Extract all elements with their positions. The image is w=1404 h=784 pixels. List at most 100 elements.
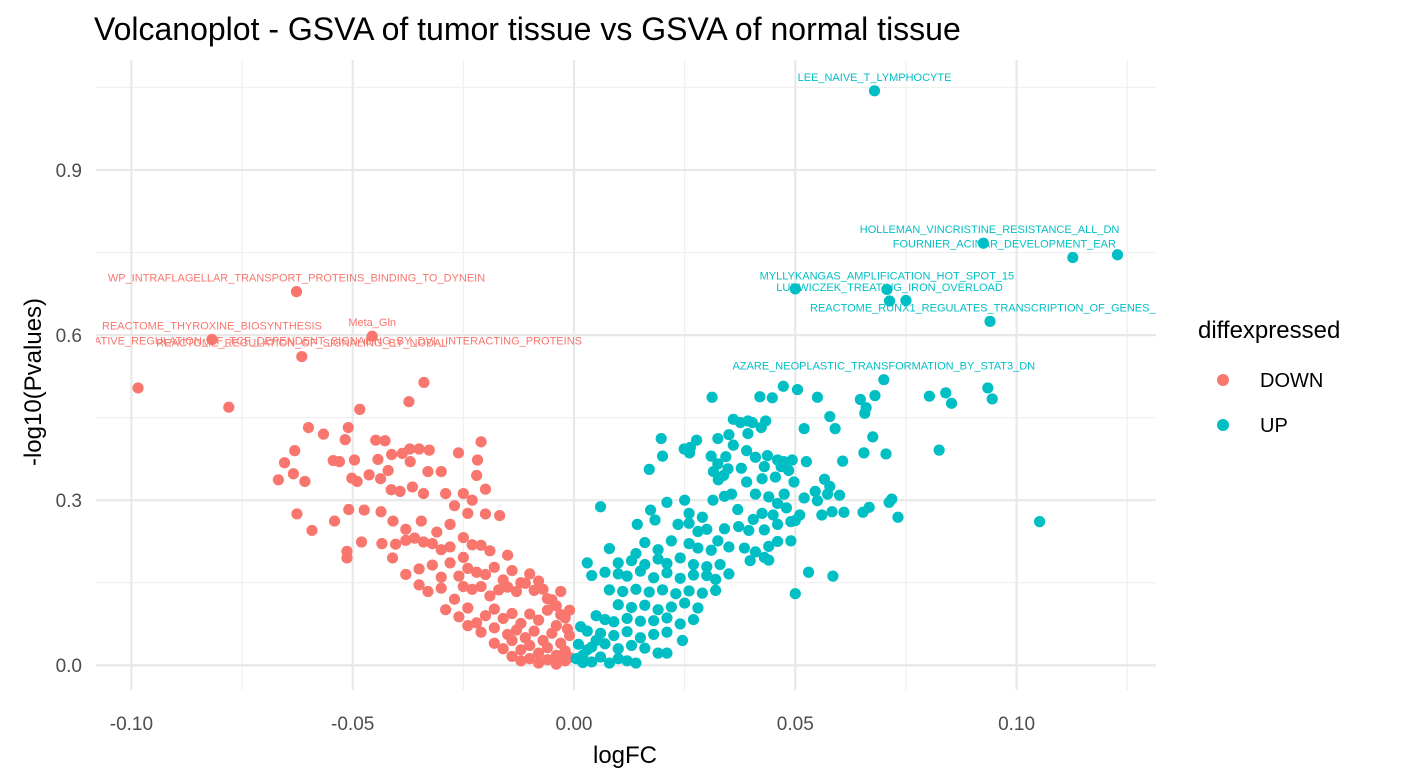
data-point bbox=[466, 494, 478, 506]
data-point bbox=[563, 604, 576, 616]
data-point bbox=[457, 531, 469, 544]
data-point bbox=[394, 485, 406, 497]
data-point bbox=[858, 447, 870, 459]
data-point bbox=[977, 237, 989, 249]
data-point bbox=[370, 434, 382, 446]
data-point bbox=[339, 434, 351, 446]
data-point bbox=[758, 524, 770, 536]
data-point bbox=[524, 608, 536, 620]
data-point bbox=[710, 584, 722, 597]
data-point bbox=[824, 410, 836, 423]
data-point bbox=[833, 489, 846, 501]
data-point bbox=[723, 541, 735, 553]
data-point bbox=[387, 515, 399, 527]
point-annotation: ATIVE_REGULATION_OF_TCF_DEPENDENT_SIGNAL… bbox=[94, 336, 582, 348]
data-point bbox=[524, 653, 536, 665]
data-point bbox=[788, 476, 800, 488]
data-point bbox=[366, 330, 378, 342]
data-point bbox=[656, 584, 669, 596]
data-point bbox=[484, 590, 496, 602]
data-point bbox=[453, 570, 465, 582]
data-point bbox=[435, 465, 447, 478]
data-point bbox=[621, 612, 633, 625]
data-point bbox=[883, 295, 896, 307]
data-point bbox=[696, 511, 708, 523]
data-point bbox=[440, 604, 452, 616]
data-point bbox=[599, 613, 611, 626]
data-point bbox=[363, 469, 375, 481]
data-point bbox=[881, 283, 893, 296]
data-point bbox=[466, 539, 478, 551]
data-point bbox=[524, 568, 536, 580]
data-point bbox=[343, 503, 355, 516]
data-point bbox=[777, 380, 789, 392]
x-tick-label: 0.05 bbox=[777, 714, 814, 735]
data-point bbox=[733, 520, 745, 533]
data-point bbox=[738, 542, 750, 554]
data-point bbox=[479, 610, 492, 622]
data-point bbox=[448, 593, 461, 605]
data-point bbox=[1033, 516, 1046, 528]
data-point bbox=[789, 283, 801, 295]
data-point bbox=[479, 508, 492, 520]
data-point bbox=[854, 393, 866, 406]
data-point bbox=[541, 654, 554, 666]
data-point bbox=[741, 445, 753, 457]
data-point bbox=[497, 574, 509, 586]
data-point bbox=[837, 455, 849, 467]
data-point bbox=[717, 469, 730, 482]
data-point bbox=[683, 538, 695, 550]
data-point bbox=[648, 572, 660, 584]
data-point bbox=[982, 382, 994, 394]
data-point bbox=[771, 497, 784, 510]
data-point bbox=[528, 625, 540, 637]
legend-key-up bbox=[1217, 419, 1229, 431]
data-point bbox=[506, 650, 518, 663]
data-point bbox=[652, 604, 664, 616]
point-annotation: WP_INTRAFLAGELLAR_TRANSPORT_PROTEINS_BIN… bbox=[108, 273, 485, 285]
point-annotation: LUDWICZEK_TREATING_IRON_OVERLOAD bbox=[776, 282, 1003, 294]
data-point bbox=[707, 494, 719, 506]
data-point bbox=[590, 610, 602, 622]
data-point bbox=[756, 507, 768, 519]
data-point bbox=[132, 382, 144, 394]
data-point bbox=[594, 651, 607, 663]
data-point bbox=[302, 421, 315, 434]
data-point bbox=[379, 435, 391, 447]
data-point bbox=[374, 473, 387, 485]
data-point bbox=[488, 603, 500, 615]
data-point bbox=[706, 391, 718, 403]
data-point bbox=[581, 557, 593, 569]
data-point bbox=[771, 518, 784, 530]
data-point bbox=[457, 551, 469, 563]
point-annotation: HOLLEMAN_VINCRISTINE_RESISTANCE_ALL_DN bbox=[860, 224, 1120, 236]
data-point bbox=[572, 638, 585, 650]
data-point bbox=[612, 599, 624, 611]
data-point bbox=[878, 374, 890, 386]
data-point bbox=[431, 526, 443, 538]
data-point bbox=[603, 657, 616, 669]
data-point bbox=[603, 542, 616, 555]
data-point bbox=[488, 622, 500, 634]
point-annotations: LEE_NAIVE_T_LYMPHOCYTE HOLLEMAN_VINCRISTI… bbox=[94, 72, 1156, 373]
data-point bbox=[829, 423, 841, 435]
data-point bbox=[780, 502, 793, 514]
data-point bbox=[475, 539, 487, 551]
data-point bbox=[625, 555, 638, 567]
data-point bbox=[683, 507, 695, 519]
data-point bbox=[652, 544, 664, 556]
legend-title: diffexpressed bbox=[1198, 317, 1340, 344]
data-point bbox=[821, 488, 834, 500]
data-point bbox=[683, 517, 695, 529]
data-point bbox=[423, 444, 435, 456]
data-point bbox=[648, 615, 660, 627]
data-point bbox=[278, 457, 291, 469]
data-point bbox=[575, 621, 587, 633]
data-point bbox=[767, 509, 779, 521]
data-point bbox=[457, 487, 469, 500]
data-point bbox=[358, 504, 370, 516]
data-point bbox=[811, 495, 824, 507]
data-point bbox=[732, 503, 744, 516]
data-point bbox=[923, 390, 935, 402]
data-point bbox=[749, 546, 762, 558]
